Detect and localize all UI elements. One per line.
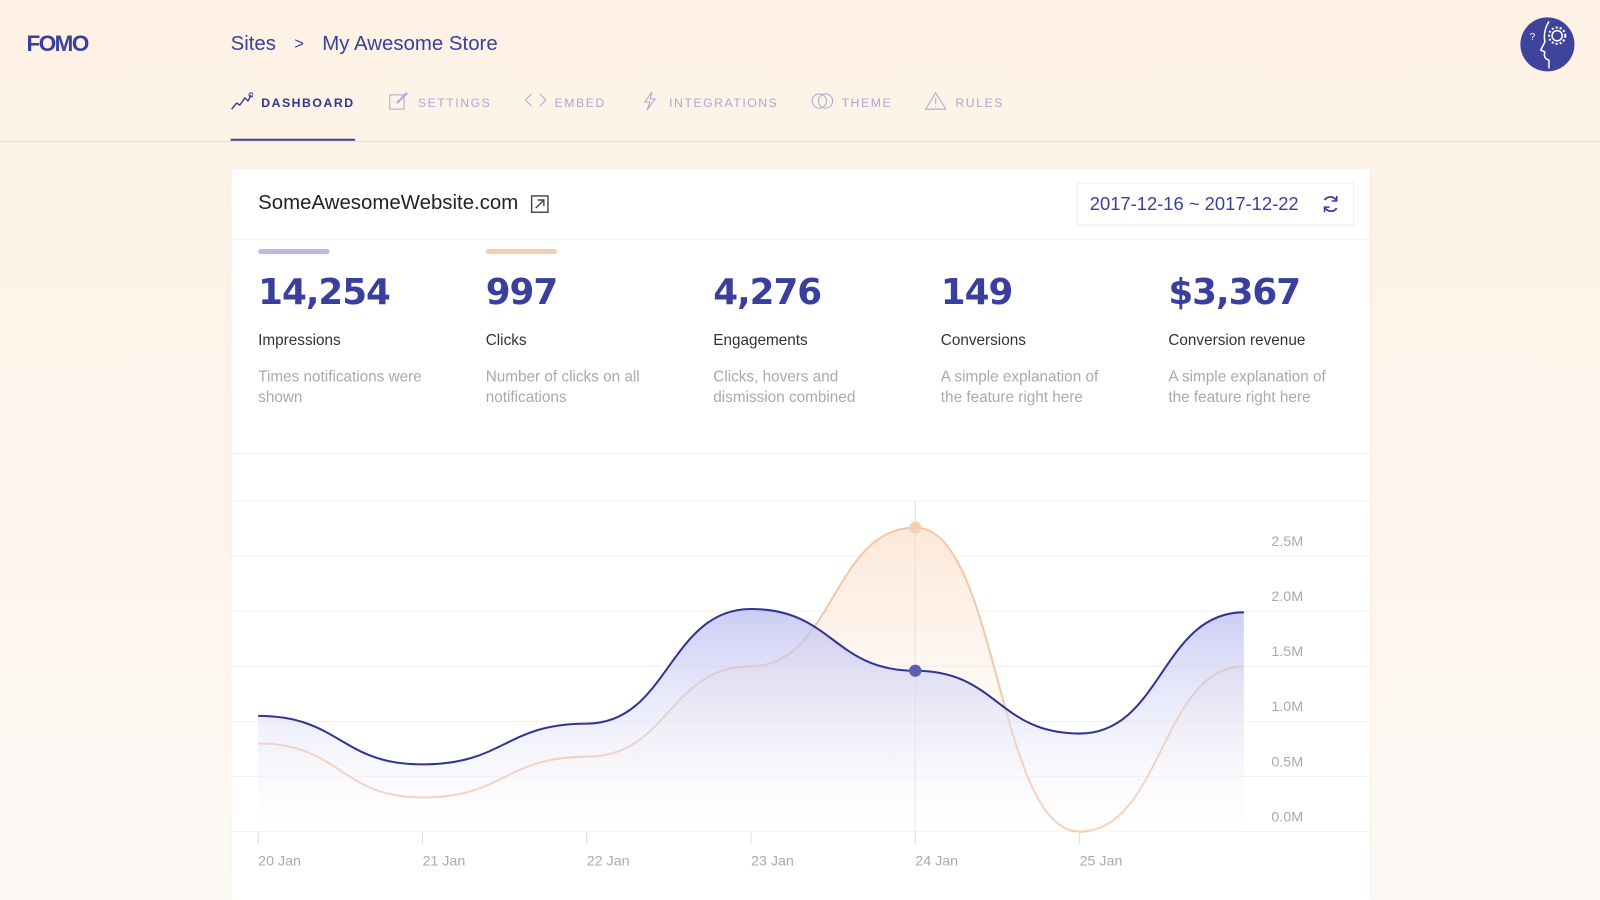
tab-theme[interactable]: THEME bbox=[811, 93, 893, 141]
y-tick-label: 0.5M bbox=[1271, 754, 1303, 770]
stat-description: Times notifications were shown bbox=[258, 368, 422, 407]
stat-value: 149 bbox=[940, 272, 1014, 314]
gear-icon: ? bbox=[1530, 21, 1567, 69]
y-tick-label: 2.0M bbox=[1271, 589, 1303, 605]
stat-label: Clicks bbox=[485, 331, 527, 349]
lightning-icon bbox=[643, 91, 656, 111]
main-nav: DASHBOARD SETTINGS EMBED INTEGRATIONS TH… bbox=[230, 91, 1004, 141]
divider bbox=[231, 453, 1370, 455]
svg-text:?: ? bbox=[1530, 32, 1536, 43]
tab-label: SETTINGS bbox=[417, 95, 492, 111]
stat-value: 4,276 bbox=[713, 272, 822, 314]
stat-description: Number of clicks on all notifications bbox=[485, 368, 640, 407]
y-tick-label: 1.0M bbox=[1271, 699, 1303, 715]
date-range-value: 2017-12-16 ~ 2017-12-22 bbox=[1089, 193, 1299, 214]
stat-value: 14,254 bbox=[258, 272, 391, 314]
tab-label: RULES bbox=[955, 95, 1004, 111]
stat-label: Conversions bbox=[940, 331, 1026, 349]
tab-integrations[interactable]: INTEGRATIONS bbox=[638, 91, 779, 141]
breadcrumb-current: My Awesome Store bbox=[322, 32, 498, 56]
stat-value: 997 bbox=[485, 272, 559, 314]
stat-label: Engagements bbox=[713, 331, 808, 349]
external-link-icon[interactable] bbox=[530, 194, 549, 213]
dashboard-card: SomeAwesomeWebsite.com 2017-12-16 ~ 2017… bbox=[231, 169, 1372, 900]
point-impressions[interactable] bbox=[909, 664, 922, 677]
impressions-clicks-chart: 0.0M 0.5M 1.0M 1.5M 2.0M 2.5M 20 Jan 21 Jan 22 J… bbox=[231, 500, 1370, 869]
site-name: SomeAwesomeWebsite.com bbox=[258, 191, 519, 215]
breadcrumb-sites[interactable]: Sites bbox=[230, 32, 276, 56]
x-tick-label: 24 Jan bbox=[915, 853, 958, 869]
tab-label: THEME bbox=[841, 95, 893, 111]
help-settings-avatar[interactable]: ? bbox=[1520, 17, 1575, 72]
chevron-right-icon: > bbox=[294, 35, 304, 53]
series-indicator bbox=[258, 248, 330, 255]
tab-dashboard[interactable]: DASHBOARD bbox=[230, 92, 355, 141]
stat-label: Conversion revenue bbox=[1168, 331, 1306, 349]
y-tick-label: 0.0M bbox=[1271, 809, 1303, 825]
stat-conversion-revenue: $3,367 Conversion revenue A simple expla… bbox=[1168, 249, 1372, 408]
warning-icon bbox=[924, 91, 948, 110]
edit-icon bbox=[388, 92, 408, 110]
divider bbox=[231, 238, 1370, 240]
stat-conversions: 149 Conversions A simple explanation of … bbox=[941, 249, 1145, 408]
stat-description: A simple explanation of the feature righ… bbox=[1168, 368, 1326, 407]
y-tick-label: 2.5M bbox=[1271, 534, 1303, 550]
chart-line-icon bbox=[231, 92, 254, 110]
code-icon bbox=[524, 93, 547, 107]
x-tick-label: 23 Jan bbox=[751, 853, 794, 869]
x-tick-label: 22 Jan bbox=[587, 853, 630, 869]
stat-label: Impressions bbox=[258, 331, 341, 349]
area-impressions bbox=[258, 609, 1244, 832]
tab-embed[interactable]: EMBED bbox=[524, 93, 606, 141]
stat-impressions: 14,254 Impressions Times notifications w… bbox=[258, 248, 462, 408]
x-tick-label: 25 Jan bbox=[1080, 853, 1123, 869]
date-range-picker[interactable]: 2017-12-16 ~ 2017-12-22 bbox=[1076, 182, 1355, 226]
circles-icon bbox=[811, 93, 833, 109]
breadcrumb: Sites > My Awesome Store bbox=[231, 33, 498, 56]
y-tick-label: 1.5M bbox=[1271, 644, 1303, 660]
tab-label: EMBED bbox=[554, 95, 606, 111]
tab-rules[interactable]: RULES bbox=[924, 91, 1004, 141]
x-tick-label: 20 Jan bbox=[258, 853, 301, 869]
point-clicks[interactable] bbox=[909, 521, 922, 534]
stat-engagements: 4,276 Engagements Clicks, hovers and dis… bbox=[713, 249, 917, 408]
header-divider bbox=[0, 140, 1600, 142]
series-indicator bbox=[485, 248, 558, 255]
line-impressions bbox=[258, 607, 1244, 766]
stat-value: $3,367 bbox=[1168, 272, 1301, 314]
tab-label: DASHBOARD bbox=[261, 95, 355, 111]
tab-settings[interactable]: SETTINGS bbox=[387, 92, 492, 141]
fomo-logo[interactable]: FOMO bbox=[26, 30, 90, 57]
stat-clicks: 997 Clicks Number of clicks on all notif… bbox=[485, 248, 690, 408]
tab-label: INTEGRATIONS bbox=[669, 95, 779, 111]
refresh-icon[interactable] bbox=[1320, 194, 1340, 214]
stat-description: Clicks, hovers and dismission combined bbox=[713, 368, 856, 407]
site-title: SomeAwesomeWebsite.com bbox=[258, 192, 549, 215]
stat-description: A simple explanation of the feature righ… bbox=[940, 368, 1099, 407]
x-tick-label: 21 Jan bbox=[422, 853, 465, 869]
